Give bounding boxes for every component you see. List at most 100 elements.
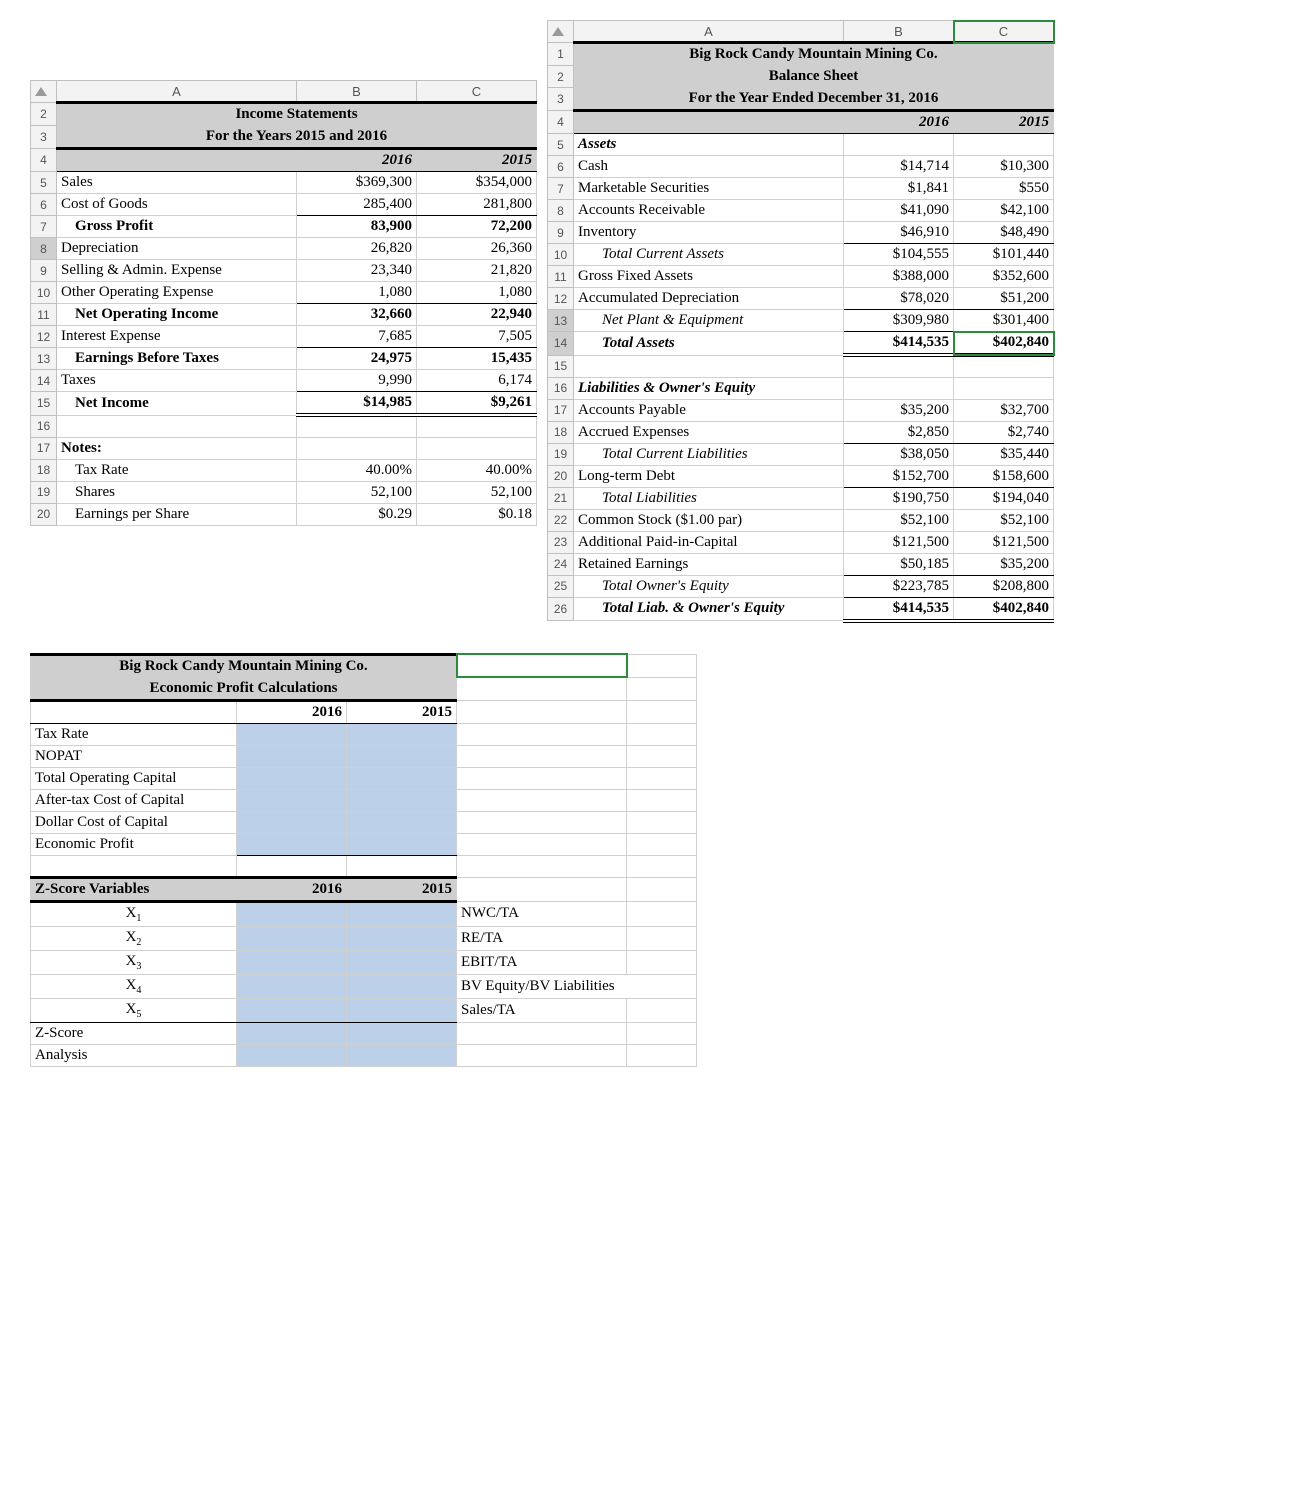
value[interactable]: $2,740 — [954, 421, 1054, 443]
value[interactable]: $1,841 — [844, 178, 954, 200]
col-header[interactable]: A — [57, 81, 297, 103]
line-label[interactable]: Economic Profit — [31, 833, 237, 855]
value[interactable]: $38,050 — [844, 443, 954, 465]
row-header[interactable]: 10 — [548, 244, 574, 266]
line-label[interactable]: Accrued Expenses — [574, 421, 844, 443]
line-label[interactable]: Z-Score — [31, 1022, 237, 1044]
blank[interactable] — [417, 415, 537, 437]
corner-cell[interactable] — [31, 81, 57, 103]
line-label[interactable]: Depreciation — [57, 238, 297, 260]
z-var[interactable]: X5 — [31, 998, 237, 1022]
blank[interactable] — [31, 855, 237, 877]
input-cell[interactable] — [347, 767, 457, 789]
line-label[interactable]: NOPAT — [31, 745, 237, 767]
row-header[interactable]: 19 — [31, 481, 57, 503]
blank[interactable] — [347, 855, 457, 877]
blank[interactable] — [457, 723, 627, 745]
line-label[interactable]: Total Assets — [574, 332, 844, 356]
input-cell[interactable] — [237, 950, 347, 974]
row-header[interactable]: 5 — [548, 134, 574, 156]
input-cell[interactable] — [237, 926, 347, 950]
row-header[interactable]: 7 — [548, 178, 574, 200]
input-cell[interactable] — [347, 745, 457, 767]
line-label[interactable]: Shares — [57, 481, 297, 503]
input-cell[interactable] — [347, 998, 457, 1022]
line-label[interactable]: Gross Profit — [57, 216, 297, 238]
row-header[interactable]: 15 — [31, 392, 57, 416]
row-header[interactable]: 11 — [31, 304, 57, 326]
row-header[interactable]: 6 — [31, 194, 57, 216]
row-header[interactable]: 17 — [548, 399, 574, 421]
blank[interactable] — [297, 415, 417, 437]
row-header[interactable]: 19 — [548, 443, 574, 465]
blank[interactable] — [954, 377, 1054, 399]
value[interactable]: 21,820 — [417, 260, 537, 282]
line-label[interactable]: Total Current Liabilities — [574, 443, 844, 465]
blank[interactable] — [457, 745, 627, 767]
blank[interactable] — [627, 811, 697, 833]
input-cell[interactable] — [347, 1022, 457, 1044]
value[interactable]: $301,400 — [954, 310, 1054, 332]
blank[interactable] — [457, 700, 627, 723]
line-label[interactable]: Gross Fixed Assets — [574, 266, 844, 288]
value[interactable]: $0.18 — [417, 503, 537, 525]
input-cell[interactable] — [347, 789, 457, 811]
row-header[interactable]: 9 — [31, 260, 57, 282]
blank[interactable] — [627, 855, 697, 877]
input-cell[interactable] — [237, 767, 347, 789]
blank[interactable] — [457, 1044, 627, 1066]
line-label[interactable]: Total Owner's Equity — [574, 575, 844, 597]
z-var[interactable]: X1 — [31, 901, 237, 926]
row-header[interactable]: 15 — [548, 355, 574, 377]
blank[interactable] — [457, 1022, 627, 1044]
value[interactable]: $194,040 — [954, 487, 1054, 509]
row-header[interactable]: 24 — [548, 553, 574, 575]
value[interactable]: $152,700 — [844, 465, 954, 487]
section-header[interactable]: Assets — [574, 134, 844, 156]
z-desc[interactable]: Sales/TA — [457, 998, 627, 1022]
blank[interactable] — [627, 767, 697, 789]
input-cell[interactable] — [347, 950, 457, 974]
value[interactable]: $2,850 — [844, 421, 954, 443]
value[interactable]: $208,800 — [954, 575, 1054, 597]
input-cell[interactable] — [237, 974, 347, 998]
z-desc[interactable]: NWC/TA — [457, 901, 627, 926]
col-header[interactable]: A — [574, 21, 844, 43]
line-label[interactable]: Total Liabilities — [574, 487, 844, 509]
input-cell[interactable] — [347, 1044, 457, 1066]
value[interactable]: 15,435 — [417, 348, 537, 370]
row-header[interactable]: 26 — [548, 597, 574, 621]
value[interactable]: $414,535 — [844, 332, 954, 356]
blank[interactable] — [627, 901, 697, 926]
line-label[interactable]: Additional Paid-in-Capital — [574, 531, 844, 553]
line-label[interactable]: Cost of Goods — [57, 194, 297, 216]
line-label[interactable]: Total Current Assets — [574, 244, 844, 266]
line-label[interactable]: Accumulated Depreciation — [574, 288, 844, 310]
blank[interactable] — [57, 415, 297, 437]
value[interactable]: $52,100 — [844, 509, 954, 531]
blank-selected[interactable] — [457, 654, 627, 677]
value[interactable]: 83,900 — [297, 216, 417, 238]
z-var[interactable]: X2 — [31, 926, 237, 950]
value[interactable]: $35,440 — [954, 443, 1054, 465]
value[interactable]: 24,975 — [297, 348, 417, 370]
col-header[interactable]: B — [297, 81, 417, 103]
value[interactable]: $14,985 — [297, 392, 417, 416]
blank[interactable] — [457, 767, 627, 789]
input-cell[interactable] — [347, 926, 457, 950]
blank[interactable] — [457, 789, 627, 811]
line-label[interactable]: Inventory — [574, 222, 844, 244]
blank[interactable] — [457, 855, 627, 877]
line-label[interactable]: Accounts Payable — [574, 399, 844, 421]
value[interactable]: 7,505 — [417, 326, 537, 348]
blank[interactable] — [627, 677, 697, 700]
value[interactable]: $354,000 — [417, 172, 537, 194]
z-desc[interactable]: RE/TA — [457, 926, 627, 950]
row-header[interactable]: 3 — [31, 126, 57, 149]
row-header[interactable]: 12 — [548, 288, 574, 310]
row-header[interactable]: 22 — [548, 509, 574, 531]
blank[interactable] — [844, 377, 954, 399]
row-header[interactable]: 11 — [548, 266, 574, 288]
blank[interactable] — [237, 855, 347, 877]
value[interactable]: $32,700 — [954, 399, 1054, 421]
